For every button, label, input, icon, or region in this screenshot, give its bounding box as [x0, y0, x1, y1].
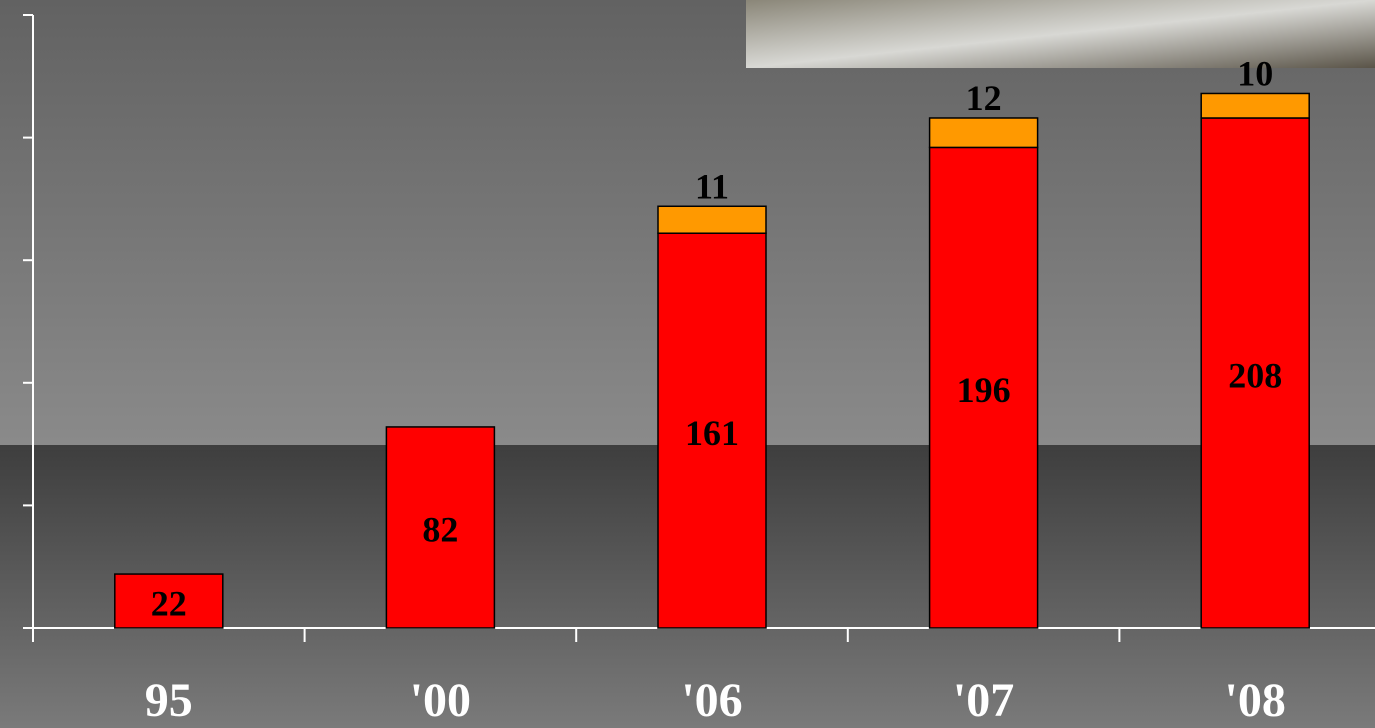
bar-segment	[657, 232, 767, 629]
x-tick-label: '07	[953, 674, 1014, 727]
photo	[746, 0, 1375, 68]
data-label: 12	[966, 78, 1002, 118]
x-tick-label: 95	[145, 674, 193, 727]
bar-segment	[1200, 92, 1310, 119]
data-label: 196	[957, 370, 1011, 410]
data-label: 11	[695, 167, 729, 207]
bar-segment	[385, 426, 496, 629]
bar-segment	[657, 205, 767, 234]
bar-segment	[928, 146, 1039, 629]
data-label: 22	[151, 583, 187, 623]
bar-segment	[1200, 117, 1310, 629]
data-label: 82	[422, 510, 458, 550]
data-label: 208	[1228, 355, 1282, 395]
x-tick-label: '00	[410, 674, 471, 727]
data-label: 161	[685, 413, 739, 453]
x-tick-label: '06	[681, 674, 742, 727]
data-label: 10	[1237, 54, 1273, 94]
bar-segment	[114, 573, 224, 629]
bar-segment	[928, 117, 1039, 149]
x-tick-label: '08	[1225, 674, 1286, 727]
